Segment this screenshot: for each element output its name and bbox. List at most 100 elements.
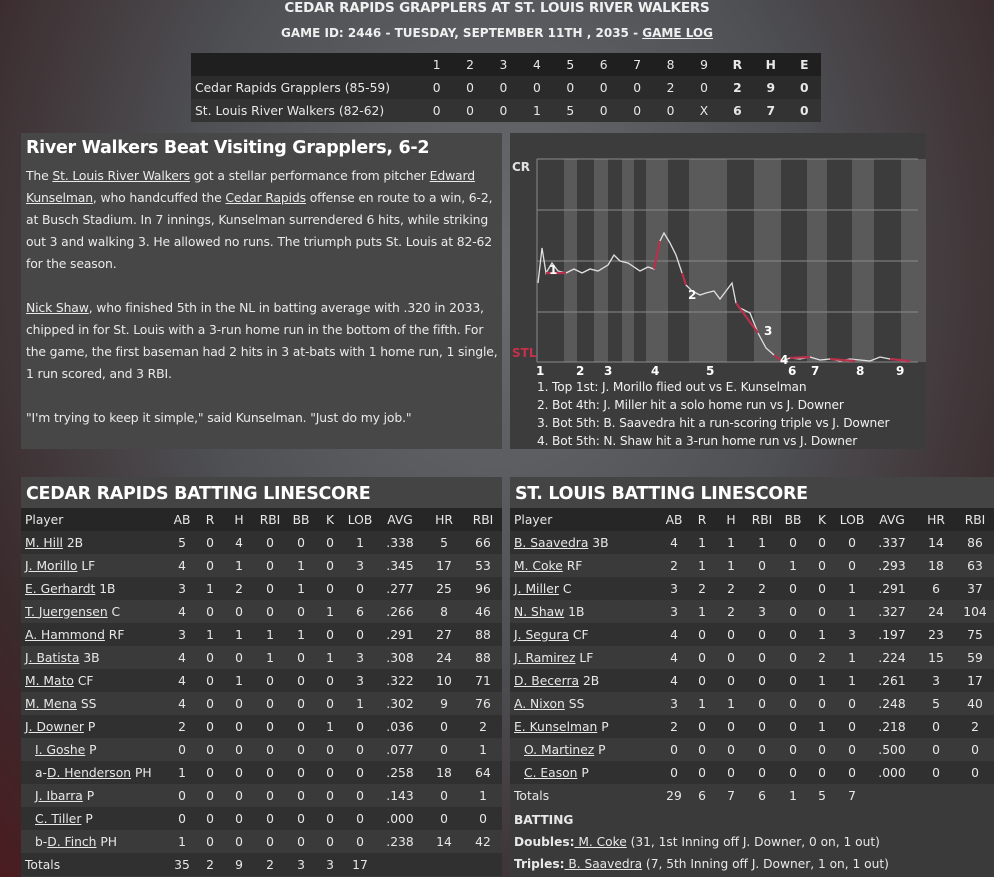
player-row: J. Downer P 2 0 0 0 0 1 0.036 0 2	[21, 715, 502, 738]
stat-cell: 86	[956, 531, 994, 554]
inning-header-2: 2	[453, 53, 487, 76]
player-position: C	[558, 581, 572, 596]
inning-tick-label: 6	[788, 364, 796, 378]
play-marker: 1	[549, 263, 557, 277]
column-header: BB	[778, 508, 808, 531]
stat-cell: 0	[316, 692, 344, 715]
stat-cell: 0	[168, 738, 196, 761]
player-link[interactable]: N. Shaw	[514, 604, 565, 619]
player-link[interactable]: I. Goshe	[35, 742, 86, 757]
cr-batting-table: Player AB R H RBI BB K LOB AVG HR RBI M. Hill 2B 5 0…	[21, 508, 502, 876]
note-player-link[interactable]: M. Coke	[574, 835, 627, 849]
column-header: RBI	[956, 508, 994, 531]
recap-text: , who finished 5th in the NL in batting …	[26, 300, 498, 381]
inning-tick-label: 2	[576, 364, 584, 378]
stat-cell: 0	[254, 600, 286, 623]
recap-link[interactable]: Nick Shaw	[26, 300, 89, 315]
recap-link[interactable]: Cedar Rapids	[225, 190, 306, 205]
player-link[interactable]: M. Coke	[514, 558, 563, 573]
stl-gain-segment	[652, 240, 662, 270]
column-header: HR	[424, 508, 464, 531]
player-row: D. Becerra 2B 4 0 0 0 0 1 1.261 3 17	[510, 669, 994, 692]
player-link[interactable]: B. Saavedra	[514, 535, 589, 550]
note-detail: (7, 5th Inning off J. Downer, 1 on, 1 ou…	[642, 857, 889, 871]
player-link[interactable]: M. Mato	[25, 673, 74, 688]
recap-text: "I'm trying to keep it simple," said Kun…	[26, 410, 412, 425]
player-link[interactable]: J. Ramirez	[514, 650, 576, 665]
player-link[interactable]: A. Nixon	[514, 696, 565, 711]
player-link[interactable]: J. Ibarra	[35, 788, 83, 803]
stat-cell: 0	[286, 715, 316, 738]
player-link[interactable]: J. Downer	[25, 719, 84, 734]
stat-cell: 76	[464, 692, 502, 715]
stat-cell: 4	[168, 554, 196, 577]
player-row: J. Batista 3B 4 0 0 1 0 1 3.308 24 88	[21, 646, 502, 669]
player-link[interactable]: J. Segura	[514, 627, 570, 642]
recap-link[interactable]: St. Louis River Walkers	[52, 168, 190, 183]
stat-cell: 0	[808, 554, 836, 577]
team-name: Cedar Rapids Grapplers (85-59)	[195, 80, 391, 95]
stat-cell: 0	[316, 807, 344, 830]
player-row: E. Gerhardt 1B 3 1 2 0 1 0 0.277 25 96	[21, 577, 502, 600]
stat-cell: 24	[424, 646, 464, 669]
player-link[interactable]: E. Kunselman	[514, 719, 598, 734]
inning-tick-label: 1	[536, 364, 544, 378]
player-link[interactable]: T. Juergensen	[25, 604, 108, 619]
player-link[interactable]: D. Henderson	[46, 765, 132, 780]
stat-cell: 3	[836, 623, 868, 646]
cr-batting-header: Player AB R H RBI BB K LOB AVG HR RBI	[21, 508, 502, 531]
stat-cell: 0	[224, 646, 254, 669]
column-header: AVG	[376, 508, 424, 531]
stat-cell: .500	[868, 738, 916, 761]
stat-cell: 104	[956, 600, 994, 623]
stl-axis-label: STL	[512, 346, 537, 360]
player-link[interactable]: D. Becerra	[514, 673, 580, 688]
stat-cell: 4	[660, 646, 688, 669]
inning-score: 1	[520, 99, 554, 122]
stat-cell: 63	[956, 554, 994, 577]
stat-cell: 1	[168, 761, 196, 784]
player-link[interactable]: J. Batista	[25, 650, 80, 665]
player-link[interactable]: M. Hill	[25, 535, 63, 550]
stat-cell: 0	[316, 554, 344, 577]
stat-cell: 0	[254, 830, 286, 853]
inning-score: 0	[432, 80, 441, 95]
stat-cell: 0	[836, 531, 868, 554]
stl-gain-segment	[773, 354, 783, 362]
game-log-link[interactable]: GAME LOG	[642, 26, 713, 40]
stat-cell: 0	[916, 738, 956, 761]
player-link[interactable]: A. Hammond	[25, 627, 105, 642]
inning-header-h: H	[754, 53, 788, 76]
stat-cell: 4	[168, 692, 196, 715]
stat-cell: 0	[778, 738, 808, 761]
stat-cell: 0	[836, 715, 868, 738]
player-link[interactable]: M. Mena	[25, 696, 77, 711]
stat-cell: 1	[224, 623, 254, 646]
player-cell: M. Coke RF	[510, 554, 660, 577]
recap-text: The	[26, 168, 53, 183]
recap-text: , who handcuffed the	[92, 190, 226, 205]
stat-cell: 4	[660, 531, 688, 554]
stat-cell: 0	[196, 784, 224, 807]
recap-link[interactable]: Edward Kunselman	[26, 168, 475, 205]
stat-cell: 0	[224, 600, 254, 623]
stat-cell: 2	[808, 646, 836, 669]
stat-cell: .000	[376, 807, 424, 830]
player-link[interactable]: C. Tiller	[35, 811, 82, 826]
player-link[interactable]: E. Gerhardt	[25, 581, 96, 596]
stat-cell: 0	[778, 646, 808, 669]
stat-cell: 1	[286, 554, 316, 577]
player-link[interactable]: D. Finch	[47, 834, 97, 849]
player-link[interactable]: J. Morillo	[25, 558, 78, 573]
stat-cell: 0	[286, 531, 316, 554]
player-position: 3B	[79, 650, 100, 665]
stat-cell: 2	[746, 577, 778, 600]
note-player-link[interactable]: B. Saavedra	[564, 857, 643, 871]
player-link[interactable]: J. Miller	[514, 581, 559, 596]
stat-cell: 0	[286, 738, 316, 761]
stat-cell: 0	[344, 784, 376, 807]
totals-label: Totals	[21, 853, 168, 876]
player-link[interactable]: O. Martinez	[524, 742, 595, 757]
stat-cell: 0	[344, 623, 376, 646]
player-link[interactable]: C. Eason	[524, 765, 578, 780]
